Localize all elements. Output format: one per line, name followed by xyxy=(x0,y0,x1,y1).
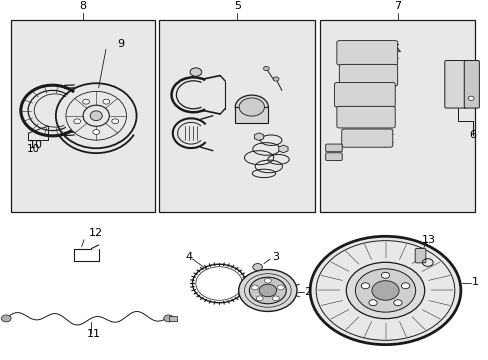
Text: 7: 7 xyxy=(393,1,400,11)
Circle shape xyxy=(272,296,279,301)
Circle shape xyxy=(190,68,201,76)
Circle shape xyxy=(368,300,376,306)
Text: 10: 10 xyxy=(28,140,42,150)
Circle shape xyxy=(263,67,269,71)
FancyBboxPatch shape xyxy=(463,60,478,108)
FancyBboxPatch shape xyxy=(336,41,397,65)
Circle shape xyxy=(238,270,296,311)
FancyBboxPatch shape xyxy=(414,248,425,263)
Bar xyxy=(159,20,314,212)
Circle shape xyxy=(381,272,389,278)
Circle shape xyxy=(249,277,286,304)
Text: 4: 4 xyxy=(184,252,192,262)
Circle shape xyxy=(112,119,118,124)
Circle shape xyxy=(252,264,262,271)
Circle shape xyxy=(371,281,398,300)
Circle shape xyxy=(93,130,100,134)
Circle shape xyxy=(309,236,460,345)
FancyBboxPatch shape xyxy=(325,153,342,161)
Circle shape xyxy=(401,283,409,289)
Text: 3: 3 xyxy=(272,252,279,262)
Circle shape xyxy=(251,285,258,290)
Text: 2: 2 xyxy=(304,287,311,297)
Text: 11: 11 xyxy=(86,329,101,339)
Circle shape xyxy=(273,77,279,81)
Circle shape xyxy=(259,284,276,297)
Circle shape xyxy=(467,96,473,100)
Text: 13: 13 xyxy=(422,235,435,245)
Text: 1: 1 xyxy=(471,277,478,287)
Circle shape xyxy=(264,278,271,283)
FancyBboxPatch shape xyxy=(336,106,394,128)
Text: 10: 10 xyxy=(26,144,40,154)
Circle shape xyxy=(82,99,89,104)
FancyBboxPatch shape xyxy=(334,82,394,107)
Circle shape xyxy=(361,283,369,289)
Text: 8: 8 xyxy=(80,1,86,11)
Text: 5: 5 xyxy=(233,1,240,11)
Circle shape xyxy=(163,315,173,322)
Circle shape xyxy=(346,262,424,319)
Bar xyxy=(168,316,177,321)
Text: 6: 6 xyxy=(468,130,475,140)
Text: 12: 12 xyxy=(89,228,103,238)
Ellipse shape xyxy=(90,111,102,121)
Circle shape xyxy=(277,285,284,290)
Circle shape xyxy=(256,296,263,301)
Bar xyxy=(235,107,268,123)
Circle shape xyxy=(1,315,11,322)
Circle shape xyxy=(74,119,81,124)
FancyBboxPatch shape xyxy=(444,60,466,108)
FancyBboxPatch shape xyxy=(325,144,342,152)
Circle shape xyxy=(235,95,268,119)
Circle shape xyxy=(102,99,109,104)
Bar xyxy=(319,20,474,212)
Circle shape xyxy=(239,98,264,116)
Text: 9: 9 xyxy=(117,39,124,49)
FancyBboxPatch shape xyxy=(339,64,397,86)
Circle shape xyxy=(393,300,401,306)
Circle shape xyxy=(355,269,415,312)
Bar xyxy=(11,20,154,212)
FancyBboxPatch shape xyxy=(341,129,392,147)
